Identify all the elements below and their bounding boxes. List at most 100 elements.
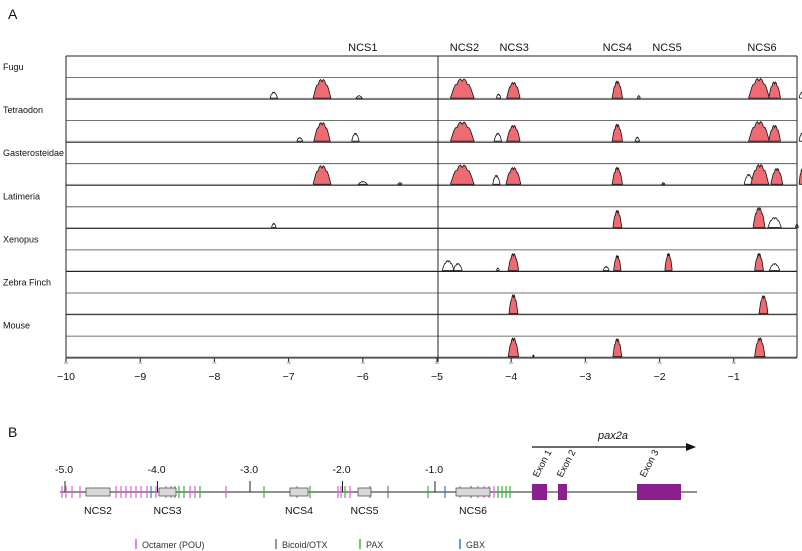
exon-label: Exon 3 xyxy=(638,448,662,479)
species-track: Zebra Finch xyxy=(3,271,797,315)
exon-label: Exon 1 xyxy=(531,448,555,479)
x-tick-tiny-label: 7k xyxy=(583,360,587,365)
exon-3 xyxy=(637,484,681,500)
ncs-label-6: NCS6 xyxy=(747,42,776,54)
minor-peak xyxy=(496,267,500,271)
x-tick-label: −5 xyxy=(431,371,443,383)
species-track: Xenopus xyxy=(3,227,797,271)
ncs-box-label: NCS2 xyxy=(84,505,112,517)
conserved-peak xyxy=(508,293,519,314)
gene-name: pax2a xyxy=(597,430,628,442)
legend-label: Octamer (POU) xyxy=(142,540,205,550)
species-track: Gasterosteidae xyxy=(3,141,802,185)
minor-peak xyxy=(296,137,304,142)
ncs-box xyxy=(289,487,309,497)
exon-2 xyxy=(558,484,567,500)
x-tick-label: −1 xyxy=(728,371,740,383)
x-tick-label: −4 xyxy=(505,371,517,383)
panel-a-letter: A xyxy=(8,6,18,22)
x-tick-tiny-label: 3k xyxy=(286,360,290,365)
minor-peak xyxy=(441,260,455,271)
ncs-box xyxy=(357,487,372,497)
gene-map: -5.0 -4.0 -3.0 -2.0 -1.0 NCS2 NCS3 NCS4 NCS5 NCS6… xyxy=(55,430,697,550)
minor-peak xyxy=(269,91,279,99)
minor-peak xyxy=(492,174,501,185)
species-label: Latimeria xyxy=(3,191,40,201)
x-tick-label: −10 xyxy=(57,371,75,383)
ncs-box xyxy=(455,487,491,497)
conserved-peak xyxy=(798,168,802,185)
minor-peak xyxy=(270,222,277,228)
conserved-peak xyxy=(612,338,623,358)
species-label: Xenopus xyxy=(3,234,39,244)
minor-peak xyxy=(493,132,503,142)
conserved-peak xyxy=(312,165,332,185)
ncs-box-label: NCS4 xyxy=(285,505,313,517)
ncs-box xyxy=(158,487,177,497)
minor-peak xyxy=(532,354,535,358)
conserved-peak xyxy=(768,81,781,99)
conserved-peak xyxy=(507,252,519,271)
conserved-peak xyxy=(611,80,623,99)
gene-arrowhead xyxy=(686,443,696,451)
conserved-peak xyxy=(506,124,521,142)
minor-peak xyxy=(496,93,502,99)
minor-peak xyxy=(355,95,363,99)
legend-label: PAX xyxy=(366,540,383,550)
x-tick-tiny-label: 5k xyxy=(435,360,439,365)
conserved-peak xyxy=(758,295,769,314)
conserved-peak xyxy=(612,209,623,228)
x-tick-label: −9 xyxy=(134,371,146,383)
conserved-peak xyxy=(748,120,770,142)
conserved-peak xyxy=(611,166,623,185)
conserved-peak xyxy=(312,78,332,99)
minor-peak xyxy=(767,217,782,228)
conserved-peak xyxy=(754,337,766,358)
minor-peak xyxy=(397,182,403,185)
conserved-peak xyxy=(613,254,622,271)
exon-label: Exon 2 xyxy=(555,448,579,479)
conserved-peak xyxy=(750,164,770,185)
conserved-peak xyxy=(507,337,519,358)
x-tick-label: −3 xyxy=(579,371,591,383)
x-tick-label: −8 xyxy=(208,371,220,383)
ncs-box-label: NCS3 xyxy=(153,505,181,517)
species-track: Latimeria xyxy=(3,184,799,228)
legend-label: Bicoid/OTX xyxy=(282,540,328,550)
conserved-peak xyxy=(450,164,475,185)
species-label: Gasterosteidae xyxy=(3,148,64,158)
conserved-peak xyxy=(506,81,521,99)
conserved-peak xyxy=(450,78,475,99)
x-tick-tiny-label: 8k xyxy=(657,360,661,365)
x-tick-tiny-label: 4k xyxy=(361,360,365,365)
legend-label: GBX xyxy=(466,540,485,550)
minor-peak xyxy=(602,266,610,271)
x-tick-label: −7 xyxy=(283,371,295,383)
conserved-peak xyxy=(664,252,673,271)
ncs-label-4: NCS4 xyxy=(603,42,632,54)
species-track: Mouse xyxy=(3,314,797,358)
panel-b-letter: B xyxy=(8,424,17,440)
species-label: Tetraodon xyxy=(3,105,43,115)
species-label: Mouse xyxy=(3,321,30,331)
conserved-peak xyxy=(450,121,475,142)
ncs-box-label: NCS5 xyxy=(350,505,378,517)
exon-1 xyxy=(532,484,547,500)
minor-peak xyxy=(452,263,463,271)
conserved-peak xyxy=(313,121,331,142)
minor-peak xyxy=(768,263,781,271)
minor-peak xyxy=(798,132,802,142)
minor-peak xyxy=(634,136,641,142)
x-tick-tiny-label: 0k xyxy=(64,360,68,365)
map-tick-label: -1.0 xyxy=(425,464,443,476)
ncs-label-1: NCS1 xyxy=(348,42,377,54)
minor-peak xyxy=(798,91,802,99)
x-tick-tiny-label: 2k xyxy=(212,360,216,365)
x-tick-tiny-label: 9k xyxy=(732,360,736,365)
x-axis: −10 0k −9 1k −8 2k −7 3k −6 4k −5 5k −4 6k −3 7k −2 8k −1 9… xyxy=(57,357,797,383)
ncs-box-label: NCS6 xyxy=(459,505,487,517)
minor-peak xyxy=(661,182,666,185)
species-track: Fugu xyxy=(3,55,802,99)
x-tick-tiny-label: 1k xyxy=(138,360,142,365)
